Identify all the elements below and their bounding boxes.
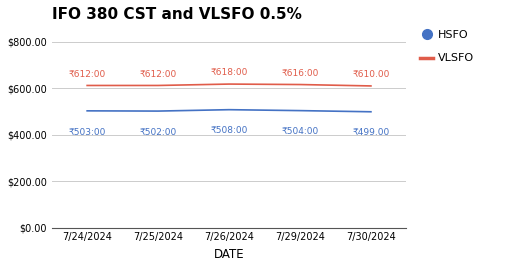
Legend: HSFO, VLSFO: HSFO, VLSFO [416, 26, 479, 68]
Text: ₹616:00: ₹616:00 [281, 69, 319, 78]
Text: IFO 380 CST and VLSFO 0.5%: IFO 380 CST and VLSFO 0.5% [52, 7, 302, 22]
Text: ₹508:00: ₹508:00 [210, 126, 248, 135]
Text: ₹612:00: ₹612:00 [140, 70, 177, 78]
Text: ₹618:00: ₹618:00 [210, 68, 248, 77]
X-axis label: DATE: DATE [214, 248, 244, 261]
Text: ₹504:00: ₹504:00 [281, 127, 319, 136]
Text: ₹499.00: ₹499.00 [353, 128, 390, 137]
Text: ₹502:00: ₹502:00 [140, 128, 177, 137]
Text: ₹612:00: ₹612:00 [69, 70, 106, 78]
Text: ₹610.00: ₹610.00 [352, 70, 390, 79]
Text: ₹503:00: ₹503:00 [69, 128, 106, 136]
